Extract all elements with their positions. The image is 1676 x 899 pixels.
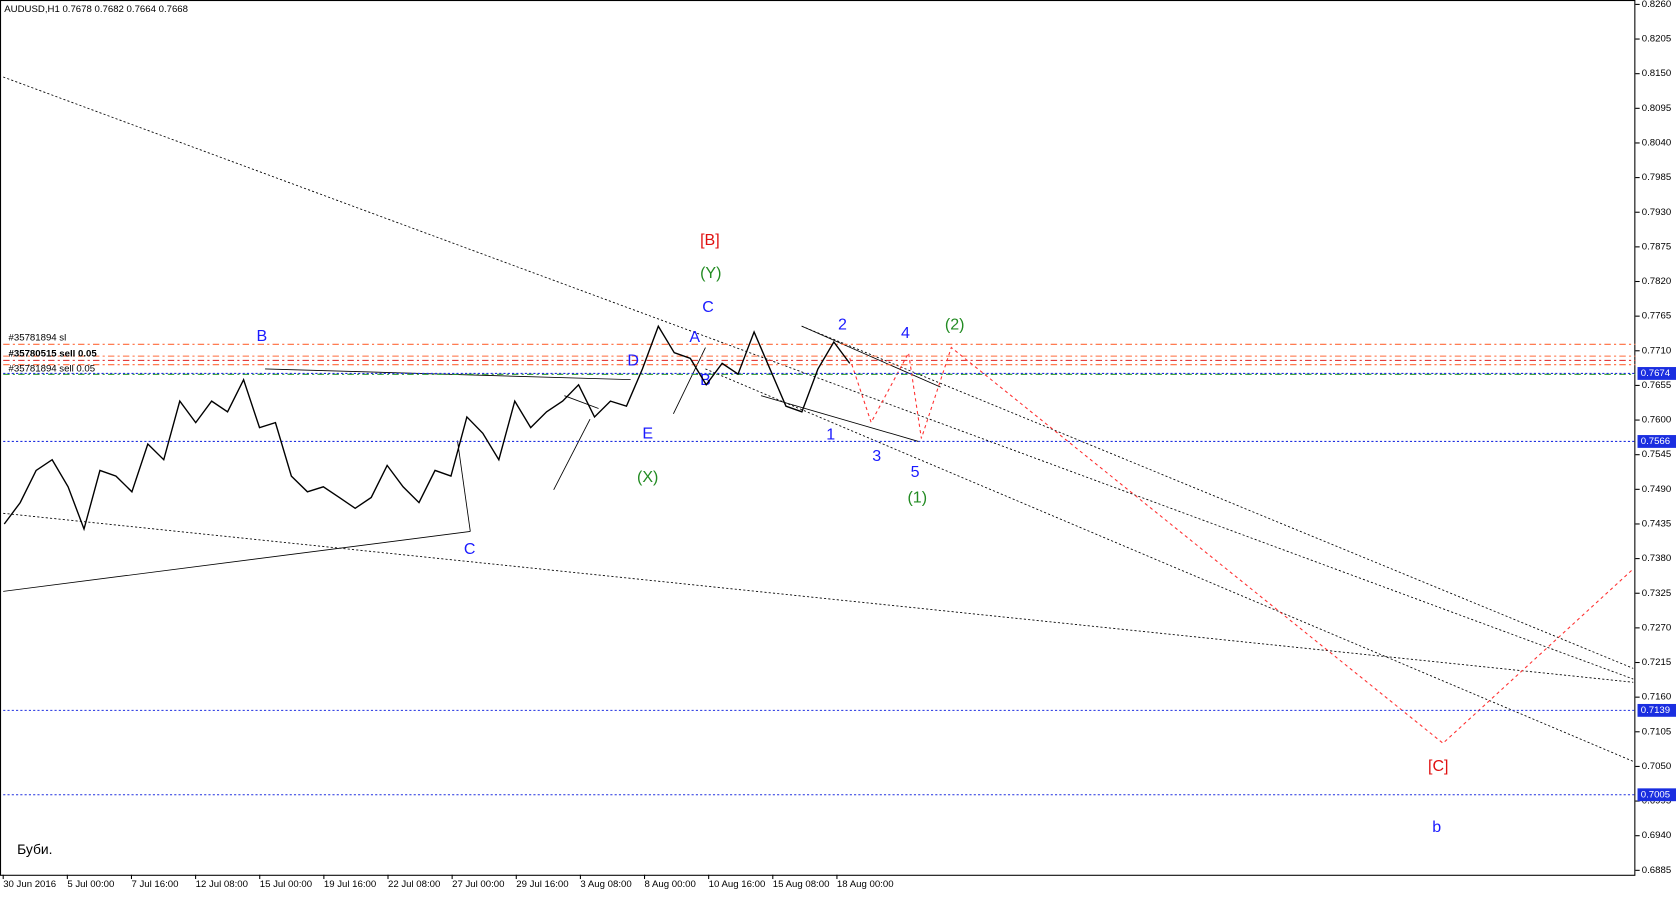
wave-label: C (702, 298, 714, 316)
chart-title: AUDUSD,H1 0.7678 0.7682 0.7664 0.7668 (4, 4, 188, 15)
order-lines (3, 343, 1636, 375)
x-tick-label: 18 Aug 00:00 (837, 879, 894, 890)
y-tick-label: 0.7325 (1642, 588, 1671, 599)
y-tick-label: 0.8150 (1642, 68, 1671, 79)
x-tick-label: 15 Aug 08:00 (773, 879, 830, 890)
wave-label: (2) (945, 315, 965, 333)
y-tick-label: 0.7655 (1642, 380, 1671, 391)
wave-label: C (464, 540, 476, 558)
wave-label: (1) (907, 489, 927, 507)
level-label: 0.7674 (1641, 368, 1671, 379)
wave-label: D (627, 352, 639, 370)
note: Буби. (17, 841, 52, 857)
price-line (3, 324, 851, 532)
order-label: #35781894 sl (9, 332, 67, 343)
y-tick-label: 0.6940 (1642, 830, 1671, 841)
wave-label: (X) (637, 468, 658, 486)
order-label: #35781894 sell 0.05 (9, 363, 96, 374)
x-tick-label: 29 Jul 16:00 (516, 879, 568, 890)
triangle-line (553, 419, 591, 490)
y-tick-label: 0.7490 (1642, 484, 1671, 495)
y-tick-label: 0.7545 (1642, 449, 1671, 460)
x-tick-label: 27 Jul 00:00 (452, 879, 504, 890)
x-tick-label: 8 Aug 00:00 (645, 879, 696, 890)
level-label: 0.7139 (1641, 705, 1670, 716)
y-tick-label: 0.8095 (1642, 103, 1671, 114)
wave-label: [B] (700, 231, 720, 249)
plot-frame (0, 0, 1636, 876)
level-tag (1637, 367, 1676, 380)
y-tick-label: 0.6885 (1642, 865, 1671, 876)
x-tick-label: 30 Jun 2016 (3, 879, 56, 890)
triangle-line (564, 395, 599, 409)
x-tick-label: 7 Jul 16:00 (131, 879, 178, 890)
x-tick-label: 12 Jul 08:00 (196, 879, 248, 890)
y-tick-label: 0.7765 (1642, 311, 1671, 322)
level-label: 0.7005 (1641, 789, 1670, 800)
x-tick-label: 10 Aug 16:00 (709, 879, 766, 890)
triangle-line (673, 347, 706, 415)
wave-label: 3 (872, 447, 881, 465)
y-tick-label: 0.7105 (1642, 726, 1671, 737)
trend-line (705, 368, 1634, 762)
y-tick-label: 0.8260 (1642, 0, 1671, 10)
y-tick-label: 0.7930 (1642, 207, 1671, 218)
wave-label: 5 (911, 463, 920, 481)
x-tick-label: 3 Aug 08:00 (580, 879, 631, 890)
triangle-line (3, 531, 471, 592)
wave-label: (Y) (700, 264, 721, 282)
level-tag (1637, 788, 1676, 802)
y-tick-label: 0.7985 (1642, 172, 1671, 183)
x-tick-label: 5 Jul 00:00 (67, 879, 114, 890)
wave-label: B (257, 327, 268, 345)
wave-label: 2 (838, 315, 847, 333)
trend-line (3, 512, 1634, 683)
y-tick-label: 0.7600 (1642, 415, 1671, 426)
x-tick-label: 22 Jul 08:00 (388, 879, 440, 890)
y-tick-label: 0.7875 (1642, 241, 1671, 252)
y-tick-label: 0.7710 (1642, 345, 1671, 356)
wave-label: 1 (826, 425, 835, 443)
wave-label: A (689, 328, 700, 346)
level-tag (1637, 435, 1676, 448)
triangle-line (457, 440, 471, 532)
level-label: 0.7566 (1641, 436, 1670, 447)
wave-label: B (700, 371, 711, 389)
y-tick-label: 0.7380 (1642, 553, 1671, 564)
y-tick-label: 0.7820 (1642, 276, 1671, 287)
x-tick-label: 19 Jul 16:00 (324, 879, 376, 890)
wedge-line (760, 395, 920, 443)
trend-line (801, 325, 1634, 669)
wave-label: 4 (901, 324, 910, 342)
wave-label: [C] (1428, 757, 1448, 775)
level-tag (1637, 703, 1676, 717)
projection-path (849, 346, 1634, 744)
y-tick-label: 0.7215 (1642, 657, 1671, 668)
order-label: #35780515 sell 0.05 (9, 349, 98, 360)
wave-label: E (642, 424, 653, 442)
y-tick-label: 0.7050 (1642, 761, 1671, 772)
y-tick-label: 0.8205 (1642, 34, 1671, 45)
x-tick-label: 15 Jul 00:00 (260, 879, 312, 890)
y-tick-label: 0.7270 (1642, 622, 1671, 633)
y-tick-label: 0.7160 (1642, 692, 1671, 703)
wave-label: b (1432, 818, 1441, 836)
y-tick-label: 0.7435 (1642, 519, 1671, 530)
y-tick-label: 0.8040 (1642, 138, 1671, 149)
trend-line (3, 76, 1634, 680)
